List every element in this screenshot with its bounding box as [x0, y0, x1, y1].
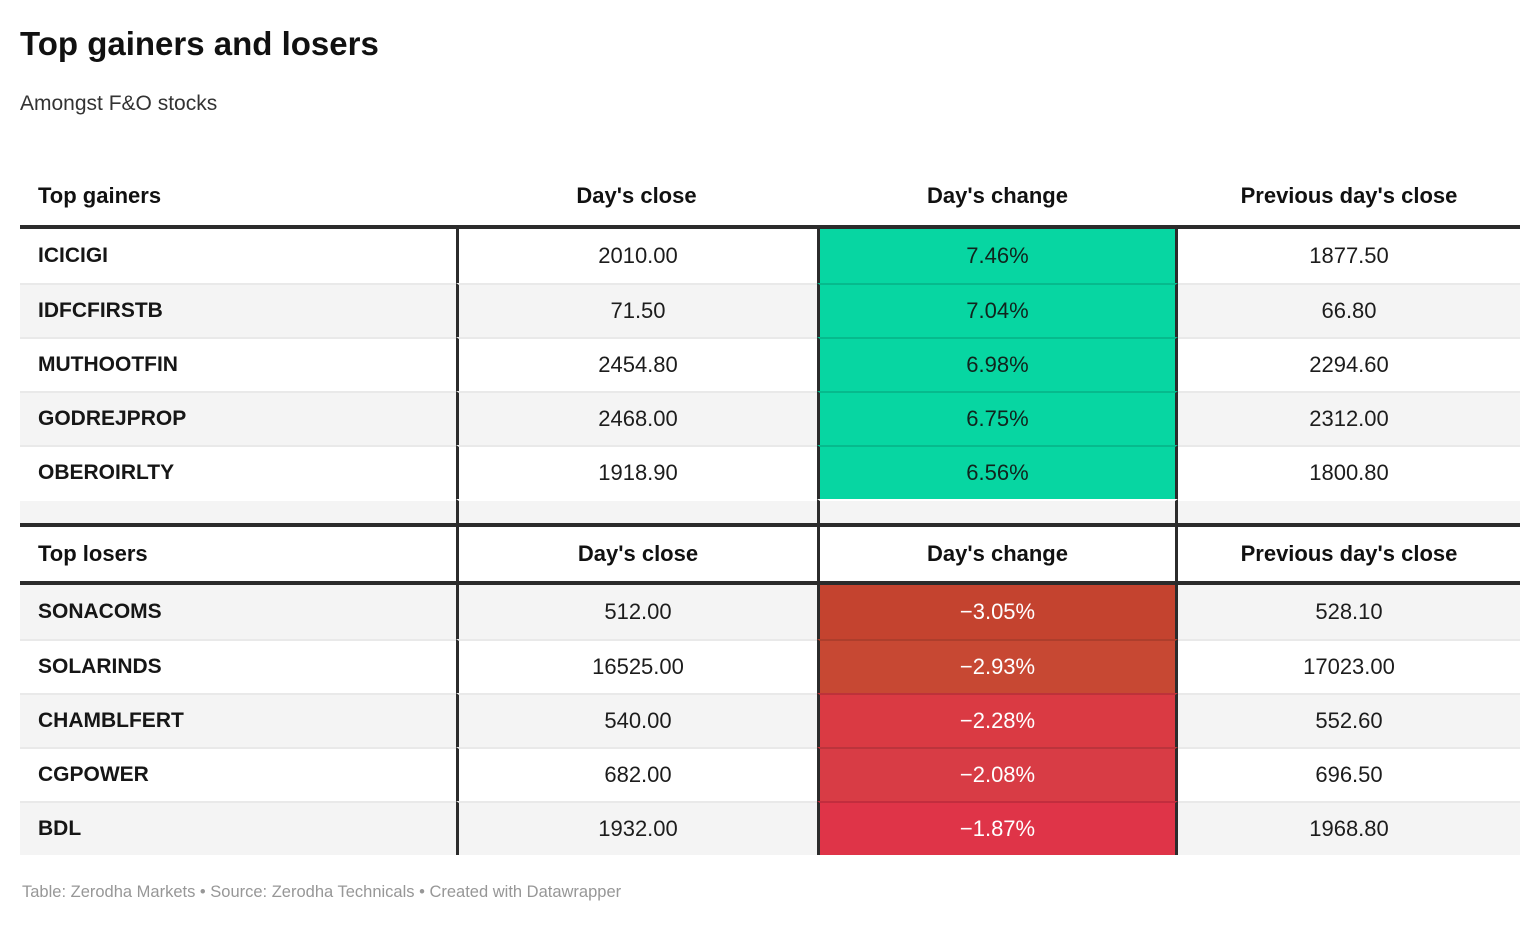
prev-close-cell: 1800.80 — [1178, 444, 1520, 499]
days-change-cell: 7.46% — [817, 228, 1178, 283]
table-row: BDL 1932.00 −1.87% 1968.80 — [20, 800, 1520, 855]
days-change-cell: −2.08% — [817, 746, 1178, 801]
prev-close-header: Previous day's close — [1178, 166, 1520, 225]
days-close-cell: 682.00 — [456, 746, 817, 801]
spacer-cell — [456, 498, 817, 523]
stock-name-cell: SOLARINDS — [20, 638, 456, 693]
footer-credit: Table: Zerodha Markets • Source: Zerodha… — [22, 882, 622, 901]
spacer-cell — [1178, 498, 1520, 523]
table-row: CGPOWER 682.00 −2.08% 696.50 — [20, 746, 1520, 801]
table-row: CHAMBLFERT 540.00 −2.28% 552.60 — [20, 692, 1520, 747]
losers-section-header: Top losers — [20, 526, 456, 581]
table-row: OBEROIRLTY 1918.90 6.56% 1800.80 — [20, 444, 1520, 499]
days-change-cell: 6.75% — [817, 390, 1178, 445]
gainers-header-row: Top gainers Day's close Day's change Pre… — [20, 166, 1520, 229]
days-change-cell: 6.98% — [817, 336, 1178, 391]
prev-close-cell: 66.80 — [1178, 282, 1520, 337]
table-row: SOLARINDS 16525.00 −2.93% 17023.00 — [20, 638, 1520, 693]
days-change-cell: −2.28% — [817, 692, 1178, 747]
prev-close-cell: 2294.60 — [1178, 336, 1520, 391]
days-close-header: Day's close — [456, 526, 817, 581]
prev-close-cell: 552.60 — [1178, 692, 1520, 747]
days-close-cell: 2454.80 — [456, 336, 817, 391]
stock-name-cell: IDFCFIRSTB — [20, 282, 456, 337]
stock-name-cell: OBEROIRLTY — [20, 444, 456, 499]
days-change-header: Day's change — [817, 526, 1178, 581]
days-change-cell: −1.87% — [817, 800, 1178, 855]
stock-name-cell: GODREJPROP — [20, 390, 456, 445]
days-close-cell: 1918.90 — [456, 444, 817, 499]
page-title: Top gainers and losers — [20, 25, 379, 62]
table-spacer-row — [20, 498, 1520, 523]
table-row: SONACOMS 512.00 −3.05% 528.10 — [20, 584, 1520, 639]
gainers-section-header: Top gainers — [20, 166, 456, 225]
days-change-cell: 7.04% — [817, 282, 1178, 337]
days-change-cell: −3.05% — [817, 584, 1178, 639]
stock-name-cell: MUTHOOTFIN — [20, 336, 456, 391]
stock-name-cell: SONACOMS — [20, 584, 456, 639]
days-close-cell: 540.00 — [456, 692, 817, 747]
prev-close-cell: 528.10 — [1178, 584, 1520, 639]
prev-close-header: Previous day's close — [1178, 526, 1520, 581]
days-close-cell: 1932.00 — [456, 800, 817, 855]
days-change-cell: 6.56% — [817, 444, 1178, 499]
losers-table: Top losers Day's close Day's change Prev… — [20, 522, 1520, 855]
days-close-cell: 2468.00 — [456, 390, 817, 445]
losers-header-row: Top losers Day's close Day's change Prev… — [20, 522, 1520, 585]
chart-container: Top gainers and losers Amongst F&O stock… — [20, 25, 1520, 901]
table-row: GODREJPROP 2468.00 6.75% 2312.00 — [20, 390, 1520, 445]
days-close-cell: 71.50 — [456, 282, 817, 337]
stock-name-cell: ICICIGI — [20, 228, 456, 283]
spacer-cell — [20, 498, 456, 523]
stock-name-cell: BDL — [20, 800, 456, 855]
prev-close-cell: 1877.50 — [1178, 228, 1520, 283]
gainers-table: Top gainers Day's close Day's change Pre… — [20, 166, 1520, 499]
days-change-header: Day's change — [817, 166, 1178, 225]
days-close-cell: 16525.00 — [456, 638, 817, 693]
days-close-cell: 512.00 — [456, 584, 817, 639]
spacer-cell — [817, 498, 1178, 523]
days-close-cell: 2010.00 — [456, 228, 817, 283]
prev-close-cell: 17023.00 — [1178, 638, 1520, 693]
prev-close-cell: 1968.80 — [1178, 800, 1520, 855]
stock-name-cell: CGPOWER — [20, 746, 456, 801]
table-row: MUTHOOTFIN 2454.80 6.98% 2294.60 — [20, 336, 1520, 391]
days-close-header: Day's close — [456, 166, 817, 225]
prev-close-cell: 2312.00 — [1178, 390, 1520, 445]
prev-close-cell: 696.50 — [1178, 746, 1520, 801]
stock-name-cell: CHAMBLFERT — [20, 692, 456, 747]
table-row: IDFCFIRSTB 71.50 7.04% 66.80 — [20, 282, 1520, 337]
days-change-cell: −2.93% — [817, 638, 1178, 693]
table-row: ICICIGI 2010.00 7.46% 1877.50 — [20, 228, 1520, 283]
page-subtitle: Amongst F&O stocks — [20, 91, 218, 115]
